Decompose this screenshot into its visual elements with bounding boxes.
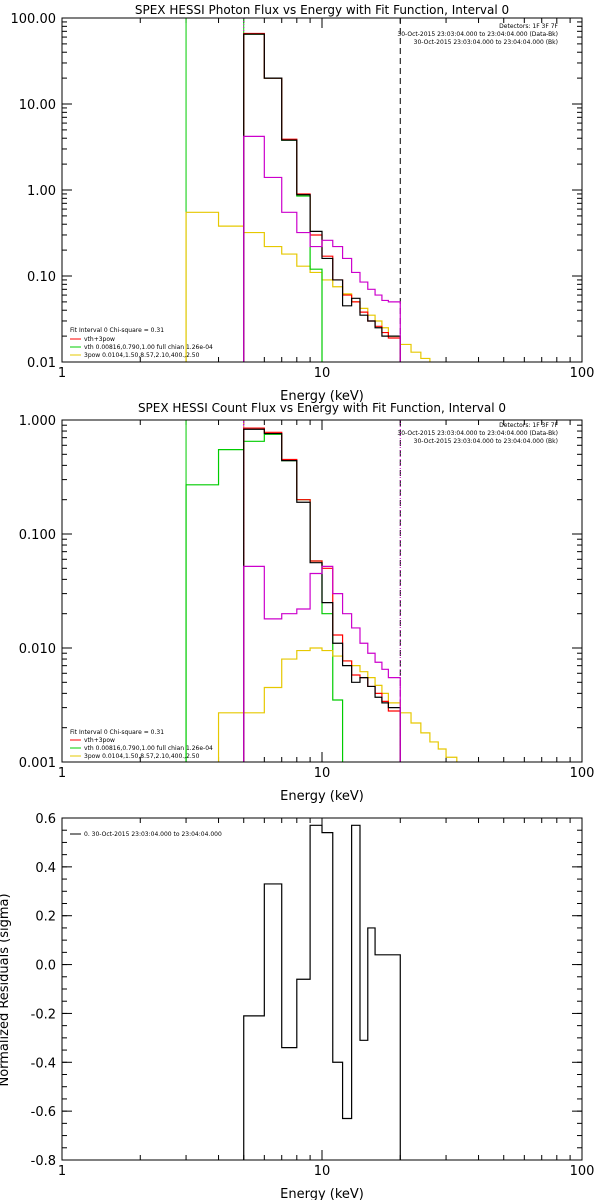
plot-frame (61, 419, 583, 763)
residuals-panel: Energy (keV) Normalized Residuals (sigma… (0, 812, 594, 1200)
photon-flux-panel: SPEX HESSI Photon Flux vs Energy with Fi… (11, 3, 595, 404)
data-interval-label: 30-Oct-2015 23:03:04.000 to 23:04:04.000… (397, 430, 558, 437)
detectors-label: Detectors: 1F 3F 7F (499, 422, 558, 429)
background-interval-label: 30-Oct-2015 23:03:04.000 to 23:04:04.000… (414, 39, 558, 46)
x-tick-label: 1 (58, 766, 66, 781)
x-tick-label: 10 (314, 366, 331, 381)
y-tick-label: 0.01 (27, 356, 56, 371)
series-step-line (243, 33, 401, 362)
legend-label: vth 0.00816,0.790,1.00 full chian 1.26e-… (84, 344, 213, 351)
y-tick-label: 100.00 (11, 12, 57, 27)
y-tick-label: 0.6 (35, 812, 56, 827)
legend-label: vth+3pow (84, 737, 115, 744)
y-tick-label: 0.10 (27, 270, 56, 285)
data-interval-label: 30-Oct-2015 23:03:04.000 to 23:04:04.000… (397, 31, 558, 38)
legend-label: 3pow 0.0104,1.50,8.57,2.10,400.,2.50 (84, 753, 200, 760)
series-step-line (243, 428, 401, 762)
x-tick-label: 100 (570, 1164, 595, 1179)
y-tick-label: 0.4 (35, 861, 56, 876)
background-interval-label: 30-Oct-2015 23:03:04.000 to 23:04:04.000… (414, 438, 558, 445)
y-tick-label: 0.010 (19, 642, 56, 657)
x-tick-label: 100 (570, 766, 595, 781)
legend-label: vth 0.00816,0.790,1.00 full chian 1.26e-… (84, 745, 213, 752)
series-step-line (217, 647, 458, 762)
series-step-line (243, 565, 401, 762)
legend-label: vth+3pow (84, 336, 115, 343)
panel-title: SPEX HESSI Photon Flux vs Energy with Fi… (135, 3, 509, 17)
count-flux-panel: SPEX HESSI Count Flux vs Energy with Fit… (19, 401, 595, 804)
x-axis-label: Energy (keV) (280, 789, 364, 804)
x-tick-label: 100 (570, 366, 595, 381)
y-tick-label: -0.2 (31, 1007, 56, 1022)
series-step-line (243, 824, 401, 1160)
y-tick-label: -0.8 (31, 1154, 56, 1169)
plot-frame (61, 817, 583, 1161)
y-tick-label: 10.00 (19, 98, 56, 113)
x-axis-label: Energy (keV) (280, 389, 364, 404)
detectors-label: Detectors: 1F 3F 7F (499, 23, 558, 30)
fit-interval-label: Fit Interval 0 Chi-square = 0.31 (70, 327, 164, 334)
y-tick-label: 0.2 (35, 910, 56, 925)
plot-frame (61, 17, 583, 363)
panel-title: SPEX HESSI Count Flux vs Energy with Fit… (138, 401, 506, 415)
y-tick-label: 1.00 (27, 184, 56, 199)
x-axis-label: Energy (keV) (280, 1187, 364, 1200)
fit-interval-label: Fit Interval 0 Chi-square = 0.31 (70, 729, 164, 736)
y-tick-label: -0.6 (31, 1105, 56, 1120)
y-tick-label: -0.4 (31, 1056, 56, 1071)
y-tick-label: 0.100 (19, 528, 56, 543)
x-tick-label: 1 (58, 1164, 66, 1179)
x-tick-label: 1 (58, 366, 66, 381)
y-tick-label: 0.0 (35, 959, 56, 974)
series-step-line (243, 135, 401, 362)
legend-label: 3pow 0.0104,1.50,8.57,2.10,400.,2.50 (84, 352, 200, 359)
x-tick-label: 10 (314, 1164, 331, 1179)
x-tick-label: 10 (314, 766, 331, 781)
y-tick-label: 1.000 (19, 414, 56, 429)
legend-label: 0. 30-Oct-2015 23:03:04.000 to 23:04:04.… (84, 831, 222, 838)
y-tick-label: 0.001 (19, 756, 56, 771)
y-axis-label: Normalized Residuals (sigma) (0, 893, 12, 1086)
